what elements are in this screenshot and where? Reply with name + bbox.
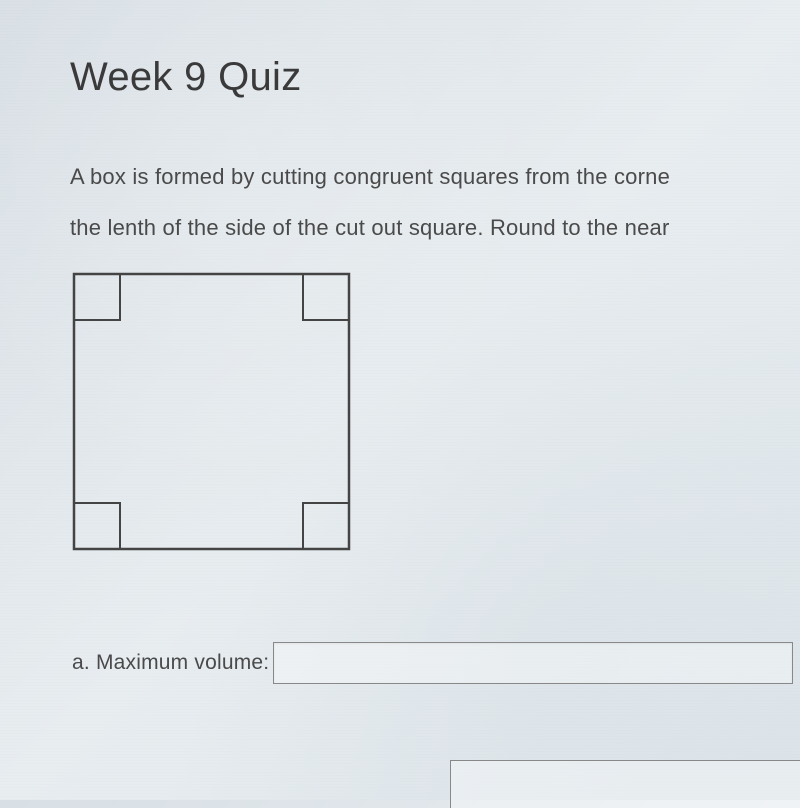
answer-label-a: a. Maximum volume: — [72, 651, 269, 675]
box-diagram — [72, 272, 800, 557]
answer-row-a: a. Maximum volume: — [72, 642, 800, 684]
diagram-svg — [72, 272, 352, 552]
partial-input-bottom[interactable] — [450, 760, 800, 808]
question-line-2: the lenth of the side of the cut out squ… — [70, 211, 800, 244]
quiz-title: Week 9 Quiz — [70, 55, 800, 100]
quiz-content: Week 9 Quiz A box is formed by cutting c… — [0, 0, 800, 684]
maximum-volume-input[interactable] — [273, 642, 793, 684]
question-line-1: A box is formed by cutting congruent squ… — [70, 160, 800, 193]
